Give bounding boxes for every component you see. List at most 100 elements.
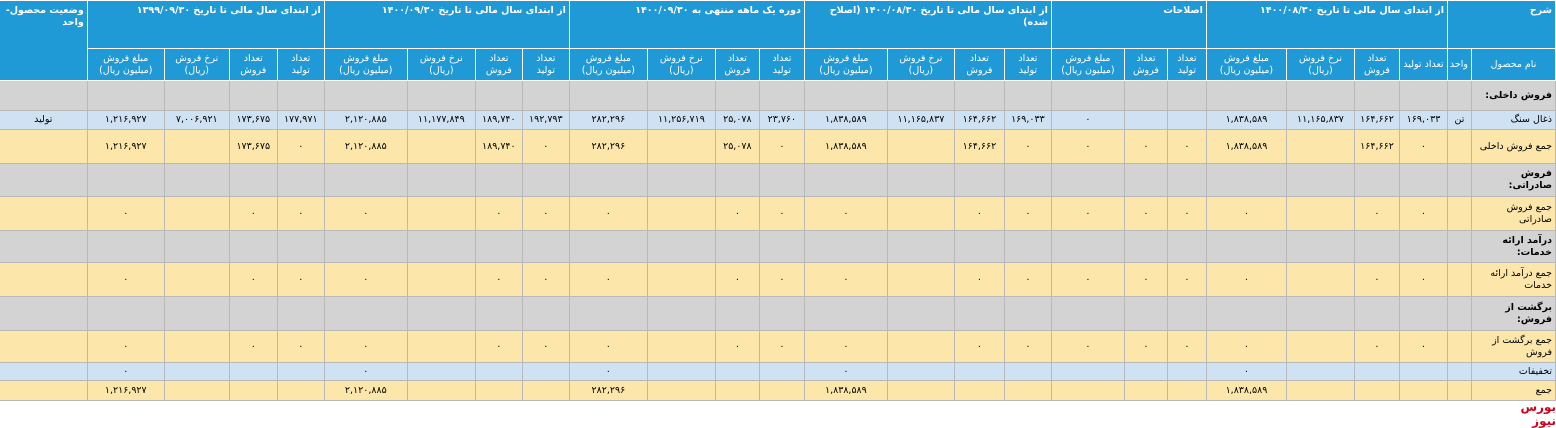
cell: ۰ — [1398, 129, 1448, 164]
cell — [0, 380, 88, 401]
cell — [1285, 163, 1355, 197]
cell — [406, 262, 476, 297]
cell: ۰ — [86, 262, 165, 297]
cell: ۰ — [1050, 110, 1125, 130]
cell — [953, 380, 1005, 401]
cell — [646, 129, 716, 164]
cell — [0, 262, 88, 297]
cell: ۰ — [1123, 129, 1168, 164]
cell — [1003, 230, 1052, 263]
column-header: تعداد فروش — [228, 48, 278, 81]
cell — [1398, 362, 1448, 381]
cell — [953, 80, 1005, 111]
section-label: فروش صادراتی: — [1471, 163, 1556, 197]
cell — [1050, 230, 1125, 263]
column-header: نرخ فروش (ریال) — [163, 48, 230, 81]
cell: ۰ — [521, 196, 570, 231]
cell — [568, 80, 648, 111]
cell — [1166, 110, 1207, 130]
column-header: مبلغ فروش (میلیون ریال) — [1205, 48, 1287, 81]
cell: ۰ — [323, 362, 408, 381]
cell: ۲,۱۲۰,۸۸۵ — [323, 380, 408, 401]
cell — [1003, 163, 1052, 197]
cell: ۲۸۲,۲۹۶ — [568, 129, 648, 164]
cell: ۰ — [323, 262, 408, 297]
row-label: جمع درآمد ارائه خدمات — [1471, 262, 1556, 297]
table-row: تخفیفات ۰ ۰ ۰ ۰ ۰ — [0, 362, 1556, 381]
table-row: جمع فروش صادراتی ۰ ۰ ۰ ۰ ۰ ۰ ۰ ۰ ۰ ۰ ۰ ۰ ۰ ۰ ۰ ۰ ۰ ۰ — [0, 196, 1556, 231]
cell — [886, 80, 955, 111]
cell: ۰ — [86, 196, 165, 231]
column-header: نرخ فروش (ریال) — [1285, 48, 1355, 81]
section-label: برگشت از فروش: — [1471, 296, 1556, 331]
cell — [1285, 196, 1355, 231]
cell — [521, 230, 570, 263]
cell: ۲۸۲,۲۹۶ — [568, 110, 648, 130]
row-label: جمع فروش صادراتی — [1471, 196, 1556, 231]
cell: ۰ — [1353, 196, 1400, 231]
cell — [1166, 163, 1207, 197]
cell: ۱۱,۱۷۷,۸۴۹ — [406, 110, 476, 130]
cell: ۱۶۹,۰۳۳ — [1003, 110, 1052, 130]
cell: ۱,۸۳۸,۵۸۹ — [1205, 129, 1287, 164]
cell — [163, 129, 230, 164]
cell — [1398, 163, 1448, 197]
cell — [1446, 296, 1473, 331]
cell — [1446, 80, 1473, 111]
cell: ۰ — [953, 196, 1005, 231]
cell: ۰ — [1166, 330, 1207, 363]
cell — [886, 330, 955, 363]
cell: ۰ — [521, 129, 570, 164]
cell: ۰ — [1003, 196, 1052, 231]
cell: ۰ — [228, 330, 278, 363]
cell — [714, 230, 760, 263]
cell — [1285, 362, 1355, 381]
cell — [276, 362, 325, 381]
cell: ۱۷۳,۶۷۵ — [228, 110, 278, 130]
cell — [1353, 163, 1400, 197]
cell — [1123, 230, 1168, 263]
cell — [276, 163, 325, 197]
cell: ۰ — [568, 330, 648, 363]
cell: ۲۵,۰۷۸ — [714, 129, 760, 164]
cell — [1353, 230, 1400, 263]
cell — [323, 163, 408, 197]
column-header: تعداد تولید — [276, 48, 325, 81]
cell: ۰ — [1398, 196, 1448, 231]
row-label: جمع فروش داخلی — [1471, 129, 1556, 164]
cell — [228, 230, 278, 263]
product-table: شرح از ابتدای سال مالی تا تاریخ ۱۴۰۰/۰۸/۳… — [0, 0, 1556, 401]
cell: ۱,۲۱۶,۹۲۷ — [86, 129, 165, 164]
cell — [406, 230, 476, 263]
cell — [646, 296, 716, 331]
cell: ۱,۸۳۸,۵۸۹ — [803, 129, 888, 164]
cell: ۱۸۹,۷۴۰ — [474, 129, 523, 164]
cell: ۱,۸۳۸,۵۸۹ — [803, 380, 888, 401]
cell — [163, 230, 230, 263]
row-label: ذغال سنگ — [1471, 110, 1556, 130]
cell: ۰ — [474, 262, 523, 297]
cell: ۲۵,۰۷۸ — [714, 110, 760, 130]
column-header: تعداد فروش — [1353, 48, 1400, 81]
column-header: نرخ فروش (ریال) — [406, 48, 476, 81]
cell: ۰ — [758, 330, 805, 363]
cell: ۱,۸۳۸,۵۸۹ — [803, 110, 888, 130]
cell — [1123, 110, 1168, 130]
cell: ۰ — [474, 330, 523, 363]
column-header: تعداد تولید — [1003, 48, 1052, 81]
cell: ۰ — [1353, 262, 1400, 297]
cell — [886, 296, 955, 331]
cell — [1398, 230, 1448, 263]
cell — [228, 163, 278, 197]
cell: ۰ — [803, 196, 888, 231]
cell — [228, 296, 278, 331]
cell — [163, 296, 230, 331]
cell — [1285, 230, 1355, 263]
cell — [1446, 362, 1473, 381]
cell: ۰ — [1166, 129, 1207, 164]
cell — [163, 163, 230, 197]
cell: ۰ — [803, 262, 888, 297]
cell: ۰ — [86, 362, 165, 381]
cell: ۱۶۴,۶۶۲ — [1353, 129, 1400, 164]
